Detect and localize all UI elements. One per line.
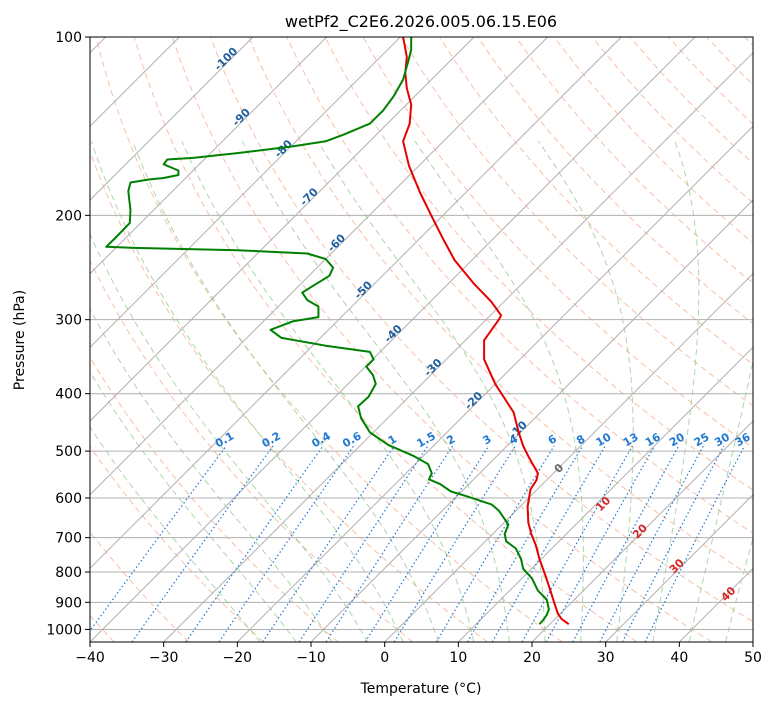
isotherm bbox=[236, 125, 753, 642]
mixing-ratio-line bbox=[545, 445, 656, 642]
y-axis-label: Pressure (hPa) bbox=[12, 290, 28, 390]
dry-adiabat bbox=[248, 37, 753, 578]
dry-adiabat bbox=[324, 37, 753, 491]
x-tick-label: 40 bbox=[670, 650, 688, 666]
dry-adiabat bbox=[90, 356, 339, 642]
mixing-ratio-line bbox=[435, 445, 555, 642]
mixing-ratio-line bbox=[185, 445, 324, 642]
x-tick-label: 10 bbox=[449, 650, 467, 666]
y-tick-label: 800 bbox=[55, 565, 82, 581]
dry-adiabat bbox=[90, 259, 414, 642]
mixing-ratio-line bbox=[644, 445, 746, 642]
x-tick-label: 50 bbox=[744, 650, 762, 666]
x-tick-label: 0 bbox=[380, 650, 389, 666]
mixing-ratio-line bbox=[364, 445, 490, 642]
isotherm bbox=[531, 420, 753, 642]
mixing-ratio-line bbox=[621, 445, 725, 642]
mixing-ratio-line bbox=[466, 445, 584, 642]
dry-adiabat bbox=[133, 37, 638, 642]
dry-adiabat bbox=[95, 37, 563, 642]
x-tick-label: −30 bbox=[149, 650, 179, 666]
mixing-ratio-line bbox=[298, 445, 429, 642]
isotherm bbox=[457, 346, 753, 642]
mixing-ratio-line bbox=[131, 445, 274, 642]
x-tick-label: −40 bbox=[75, 650, 105, 666]
y-tick-label: 700 bbox=[55, 531, 82, 547]
y-tick-label: 600 bbox=[55, 491, 82, 507]
mixing-ratio-line bbox=[218, 445, 355, 642]
mixing-ratio-line bbox=[325, 445, 454, 642]
x-tick-label: 30 bbox=[597, 650, 615, 666]
plot-area bbox=[90, 37, 753, 642]
isotherm bbox=[90, 37, 254, 201]
isotherm bbox=[90, 37, 328, 275]
isotherm bbox=[605, 493, 753, 642]
mixing-ratio-line bbox=[262, 445, 395, 642]
dry-adiabat bbox=[171, 37, 712, 642]
x-tick-label: 20 bbox=[523, 650, 541, 666]
dry-adiabat bbox=[286, 37, 753, 534]
y-tick-label: 100 bbox=[55, 30, 82, 46]
y-tick-label: 400 bbox=[55, 387, 82, 403]
isotherm bbox=[163, 51, 753, 642]
temperature-line bbox=[402, 37, 570, 626]
dry-adiabat bbox=[210, 37, 753, 623]
isotherm bbox=[310, 199, 753, 642]
isotherm bbox=[90, 37, 401, 349]
x-tick-label: −10 bbox=[296, 650, 326, 666]
isotherm bbox=[90, 37, 696, 642]
dry-adiabat bbox=[515, 37, 753, 284]
y-tick-label: 300 bbox=[55, 313, 82, 329]
plot-frame bbox=[89, 36, 754, 643]
isotherm bbox=[90, 37, 475, 422]
isotherm bbox=[90, 37, 549, 496]
isotherm bbox=[90, 37, 622, 570]
y-tick-label: 900 bbox=[55, 595, 82, 611]
dewpoint-line bbox=[105, 37, 550, 625]
x-axis-label: Temperature (°C) bbox=[360, 681, 482, 697]
dry-adiabat bbox=[90, 445, 264, 642]
y-tick-label: 200 bbox=[55, 208, 82, 224]
isotherm bbox=[384, 272, 753, 642]
mixing-ratio-line bbox=[393, 445, 516, 642]
chart-title: wetPf2_C2E6.2026.005.06.15.E06 bbox=[285, 12, 557, 32]
x-tick-label: −20 bbox=[223, 650, 253, 666]
mixing-ratio-line bbox=[521, 445, 634, 642]
isotherm bbox=[752, 641, 753, 642]
y-tick-label: 1000 bbox=[46, 622, 82, 638]
y-tick-label: 500 bbox=[55, 444, 82, 460]
